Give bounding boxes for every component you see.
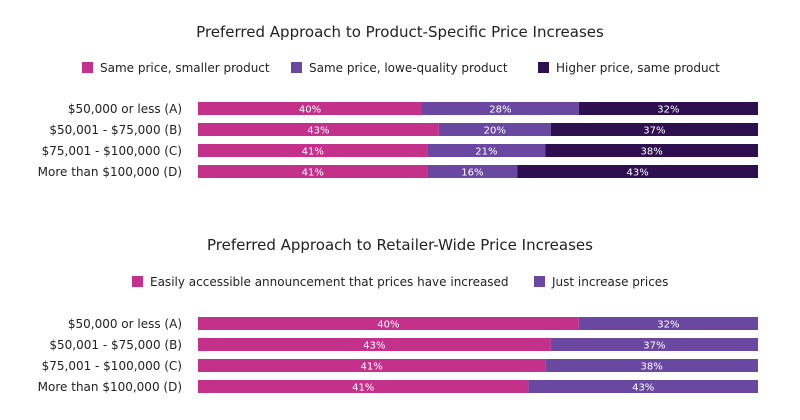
bar-value-label: 28% [489,105,511,116]
bar-same-price-lowe-quality-product [422,102,579,115]
legend-swatch-same-price-lowe-quality-product [291,62,302,73]
bar-just-increase-prices [545,359,758,372]
bar-higher-price-same-product [517,165,758,178]
bar-value-label: 37% [643,341,665,352]
bar-same-price-smaller-product [198,144,428,157]
bar-value-label: 40% [377,320,399,331]
category-label: More than $100,000 (D) [38,380,182,394]
bar-value-label: 41% [302,147,324,158]
legend-label-same-price-lowe-quality-product: Same price, lowe-quality product [309,61,508,75]
bar-value-label: 16% [461,168,483,179]
bar-value-label: 38% [640,147,662,158]
bar-value-label: 41% [352,383,374,394]
category-label: $50,001 - $75,000 (B) [49,123,182,137]
bar-value-label: 32% [657,320,679,331]
legend-swatch-just-increase-prices [534,276,545,287]
bar-same-price-smaller-product [198,165,428,178]
bar-value-label: 40% [299,105,321,116]
category-label: More than $100,000 (D) [38,165,182,179]
legend-label-same-price-smaller-product: Same price, smaller product [100,61,270,75]
bar-same-price-smaller-product [198,102,422,115]
bar-higher-price-same-product [545,144,758,157]
bar-value-label: 21% [475,147,497,158]
bar-same-price-lowe-quality-product [427,144,546,157]
bar-value-label: 38% [640,362,662,373]
legend-swatch-same-price-smaller-product [82,62,93,73]
bar-easily-accessible-announcement-that-prices-have-increased [198,380,529,393]
bar-just-increase-prices [528,380,758,393]
bar-value-label: 20% [484,126,506,137]
bar-higher-price-same-product [550,123,758,136]
legend-label-easily-accessible-announcement-that-prices-have-increased: Easily accessible announcement that pric… [150,275,509,289]
legend-label-higher-price-same-product: Higher price, same product [556,61,720,75]
legend-label-just-increase-prices: Just increase prices [551,275,668,289]
bar-value-label: 32% [657,105,679,116]
bar-value-label: 43% [632,383,654,394]
bar-higher-price-same-product [578,102,758,115]
chart-title: Preferred Approach to Product-Specific P… [196,23,604,41]
retailer-wide-chart: Preferred Approach to Retailer-Wide Pric… [38,236,758,394]
bar-same-price-lowe-quality-product [438,123,551,136]
bar-value-label: 41% [360,362,382,373]
bar-value-label: 43% [307,126,329,137]
bar-value-label: 41% [302,168,324,179]
bar-same-price-smaller-product [198,123,439,136]
category-label: $50,000 or less (A) [68,102,182,116]
category-label: $75,001 - $100,000 (C) [42,144,182,158]
bar-same-price-lowe-quality-product [427,165,518,178]
legend-swatch-higher-price-same-product [538,62,549,73]
product-specific-chart: Preferred Approach to Product-Specific P… [38,23,758,179]
legend-swatch-easily-accessible-announcement-that-prices-have-increased [132,276,143,287]
category-label: $75,001 - $100,000 (C) [42,359,182,373]
bar-easily-accessible-announcement-that-prices-have-increased [198,317,579,330]
category-label: $50,001 - $75,000 (B) [49,338,182,352]
bar-just-increase-prices [578,317,758,330]
bar-easily-accessible-announcement-that-prices-have-increased [198,359,546,372]
bar-value-label: 37% [643,126,665,137]
bar-value-label: 43% [626,168,648,179]
category-label: $50,000 or less (A) [68,317,182,331]
bar-just-increase-prices [550,338,758,351]
bar-value-label: 43% [363,341,385,352]
bar-easily-accessible-announcement-that-prices-have-increased [198,338,551,351]
chart-title: Preferred Approach to Retailer-Wide Pric… [207,236,593,254]
